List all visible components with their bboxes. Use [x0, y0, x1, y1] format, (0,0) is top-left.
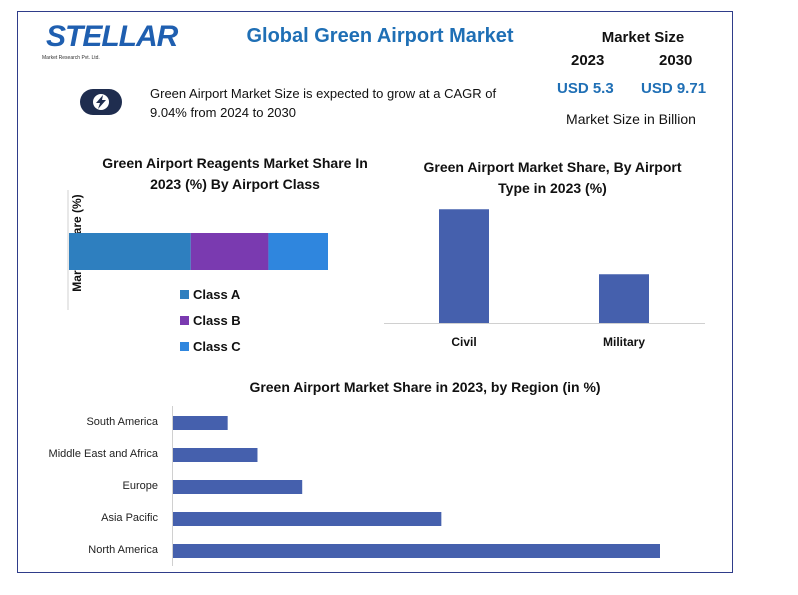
- legend-class-a: Class A: [180, 287, 240, 302]
- region-bar: [173, 480, 303, 494]
- infographic-frame: [17, 11, 733, 573]
- value-end: USD 9.71: [641, 80, 707, 97]
- market-size-heading: Market Size: [601, 29, 685, 46]
- type-tick-label: Civil: [451, 335, 476, 349]
- region-bar: [173, 512, 442, 526]
- class-chart-title: Green Airport Reagents Market Share In 2…: [102, 155, 368, 192]
- year-end: 2030: [659, 52, 693, 69]
- legend-swatch-class-c: [180, 342, 189, 351]
- region-bar: [173, 544, 660, 558]
- class-bar-segment-2: [190, 233, 269, 270]
- year-start: 2023: [571, 52, 605, 69]
- class-bar-segment-3: [268, 233, 328, 270]
- value-start: USD 5.3: [557, 80, 614, 97]
- type-bar-civil: [439, 209, 489, 323]
- logo: STELLAR: [46, 20, 178, 53]
- logo-tagline: Market Research Pvt. Ltd.: [42, 55, 100, 61]
- region-tick-label: Middle East and Africa: [48, 448, 158, 460]
- legend-swatch-class-b: [180, 316, 189, 325]
- region-bar: [173, 416, 228, 430]
- type-tick-label: Military: [603, 335, 645, 349]
- class-bar-segment-1: [69, 233, 191, 270]
- region-tick-label: South America: [86, 416, 158, 428]
- lightning-icon: [80, 89, 122, 115]
- type-bar-military: [599, 274, 649, 323]
- cagr-description: Green Airport Market Size is expected to…: [150, 86, 497, 120]
- region-tick-label: Europe: [122, 480, 158, 492]
- legend-class-c: Class C: [180, 339, 241, 354]
- type-chart-title: Green Airport Market Share, By Airport T…: [423, 159, 682, 196]
- region-chart-title: Green Airport Market Share in 2023, by R…: [249, 379, 601, 395]
- legend-swatch-class-a: [180, 290, 189, 299]
- legend-class-b: Class B: [180, 313, 241, 328]
- region-tick-label: North America: [88, 544, 158, 556]
- market-size-unit: Market Size in Billion: [566, 111, 696, 127]
- page-title: Global Green Airport Market: [246, 25, 514, 47]
- region-bar: [173, 448, 258, 462]
- region-tick-label: Asia Pacific: [101, 512, 158, 524]
